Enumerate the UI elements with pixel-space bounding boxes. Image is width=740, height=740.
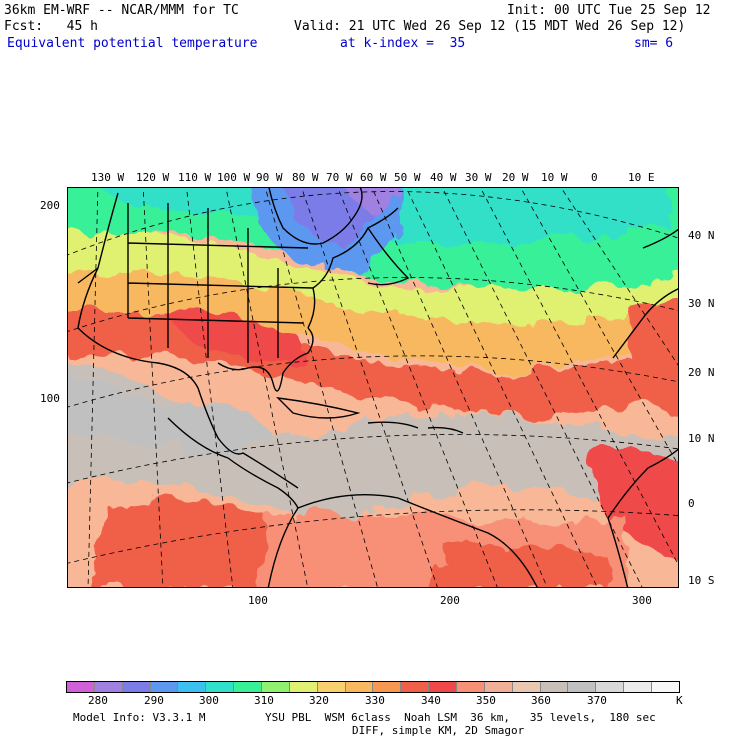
lat-label: 20 N (688, 366, 715, 379)
physics-info: YSU PBL WSM 6class Noah LSM 36 km, 35 le… (265, 711, 656, 724)
colorbar-swatch (234, 682, 263, 692)
lon-label: 90 W (256, 171, 283, 184)
colorbar-swatch (317, 682, 346, 692)
lon-label: 70 W (326, 171, 353, 184)
lon-label: 80 W (292, 171, 319, 184)
grid-x-label: 100 (248, 594, 268, 607)
legend-label: 350 (476, 694, 496, 707)
lon-label: 130 W (91, 171, 125, 184)
colorbar-swatch (94, 682, 123, 692)
grid-y-label: 100 (40, 392, 60, 405)
lon-label: 60 W (360, 171, 387, 184)
colorbar-swatch (178, 682, 207, 692)
colorbar-swatch (484, 682, 513, 692)
legend-label: 310 (254, 694, 274, 707)
legend-label: 290 (144, 694, 164, 707)
forecast-hour: Fcst: 45 h (4, 19, 98, 34)
lat-label: 40 N (688, 229, 715, 242)
legend-label: 320 (309, 694, 329, 707)
colorbar-swatch (401, 682, 430, 692)
colorbar-swatch (652, 682, 679, 692)
model-title: 36km EM-WRF -- NCAR/MMM for TC (4, 3, 239, 18)
lon-label: 20 W (502, 171, 529, 184)
legend-unit: K (676, 694, 683, 707)
colorbar-swatch (150, 682, 179, 692)
colorbar-swatch (457, 682, 485, 692)
field-name: Equivalent potential temperature (7, 36, 258, 51)
lat-label: 10 N (688, 432, 715, 445)
legend-label: 370 (587, 694, 607, 707)
grid-y-label: 200 (40, 199, 60, 212)
smoothing-label: sm= 6 (634, 36, 674, 51)
lon-label: 100 W (217, 171, 251, 184)
colorbar-swatch (345, 682, 374, 692)
theta-e-colorbar (66, 681, 680, 693)
lon-label: 50 W (394, 171, 421, 184)
lon-label: 40 W (430, 171, 457, 184)
graticule (68, 188, 678, 587)
diffusion-info: DIFF, simple KM, 2D Smagor (352, 724, 525, 737)
colorbar-swatch (206, 682, 235, 692)
colorbar-swatch (540, 682, 569, 692)
lat-label: 30 N (688, 297, 715, 310)
lon-label: 120 W (136, 171, 170, 184)
colorbar-swatch (596, 682, 625, 692)
lat-label: 10 S (688, 574, 715, 587)
colorbar-swatch (262, 682, 290, 692)
lon-label: 30 W (465, 171, 492, 184)
init-time: Init: 00 UTC Tue 25 Sep 12 (507, 3, 711, 18)
valid-time: Valid: 21 UTC Wed 26 Sep 12 (15 MDT Wed … (294, 19, 686, 34)
grid-x-label: 300 (632, 594, 652, 607)
theta-e-map (67, 187, 679, 588)
legend-label: 340 (421, 694, 441, 707)
legend-label: 360 (531, 694, 551, 707)
colorbar-swatch (624, 682, 653, 692)
colorbar-swatch (568, 682, 597, 692)
legend-label: 280 (88, 694, 108, 707)
legend-label: 300 (199, 694, 219, 707)
colorbar-swatch (289, 682, 318, 692)
lon-label: 0 (591, 171, 598, 184)
map-field-svg (68, 188, 678, 587)
lon-label: 10 W (541, 171, 568, 184)
coastlines (77, 188, 678, 587)
model-info: Model Info: V3.3.1 M (73, 711, 206, 724)
colorbar-swatch (122, 682, 151, 692)
lon-label: 110 W (178, 171, 212, 184)
grid-x-label: 200 (440, 594, 460, 607)
level-label: at k-index = 35 (340, 36, 466, 51)
lon-label: 10 E (628, 171, 655, 184)
colorbar-swatch (373, 682, 402, 692)
colorbar-swatch (429, 682, 458, 692)
colorbar-swatch (512, 682, 541, 692)
legend-label: 330 (365, 694, 385, 707)
lat-label: 0 (688, 497, 695, 510)
colorbar-swatch (67, 682, 95, 692)
